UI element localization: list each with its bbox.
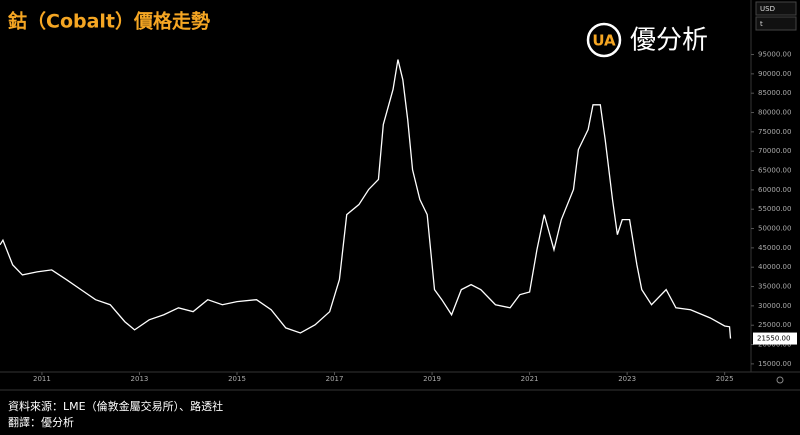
y-tick-label: 25000.00 xyxy=(758,321,791,329)
x-tick-label: 2015 xyxy=(228,375,246,383)
y-tick-label: 45000.00 xyxy=(758,244,791,252)
currency[interactable]: USD xyxy=(760,5,775,13)
y-tick-label: 60000.00 xyxy=(758,186,791,194)
y-tick-label: 15000.00 xyxy=(758,360,791,368)
x-tick-label: 2019 xyxy=(423,375,441,383)
price-line xyxy=(0,59,732,339)
logo-mark: UA xyxy=(592,32,616,50)
y-tick-label: 30000.00 xyxy=(758,302,791,310)
chart-title: 鈷（Cobalt）價格走勢 xyxy=(8,10,210,33)
y-tick-label: 35000.00 xyxy=(758,283,791,291)
x-tick-label: 2011 xyxy=(33,375,51,383)
y-tick-label: 90000.00 xyxy=(758,70,791,78)
y-tick-label: 50000.00 xyxy=(758,225,791,233)
unit-selector[interactable] xyxy=(755,16,797,31)
footer-source: 資料來源：LME（倫敦金屬交易所）、路透社 xyxy=(8,399,223,413)
logo-circle xyxy=(586,22,622,58)
currency-selector[interactable] xyxy=(755,1,797,16)
y-tick-label: 75000.00 xyxy=(758,128,791,136)
x-tick-label: 2025 xyxy=(716,375,734,383)
logo-name: 優分析 xyxy=(630,26,708,56)
x-tick-label: 2013 xyxy=(131,375,149,383)
settings-icon[interactable] xyxy=(776,376,784,384)
footer-credit: 翻譯：優分析 xyxy=(8,415,74,429)
y-tick-label: 65000.00 xyxy=(758,167,791,175)
y-tick-label: 70000.00 xyxy=(758,147,791,155)
y-tick-label: 85000.00 xyxy=(758,89,791,97)
x-tick-label: 2021 xyxy=(521,375,539,383)
y-tick-label: 95000.00 xyxy=(758,51,791,59)
unit[interactable]: t xyxy=(760,20,763,28)
last-value-label: 21550.00 xyxy=(757,335,790,343)
x-tick-label: 2017 xyxy=(326,375,344,383)
last-value-box xyxy=(753,332,797,345)
y-tick-label: 80000.00 xyxy=(758,109,791,117)
y-tick-label: 55000.00 xyxy=(758,205,791,213)
x-tick-label: 2023 xyxy=(618,375,636,383)
y-tick-label: 40000.00 xyxy=(758,263,791,271)
